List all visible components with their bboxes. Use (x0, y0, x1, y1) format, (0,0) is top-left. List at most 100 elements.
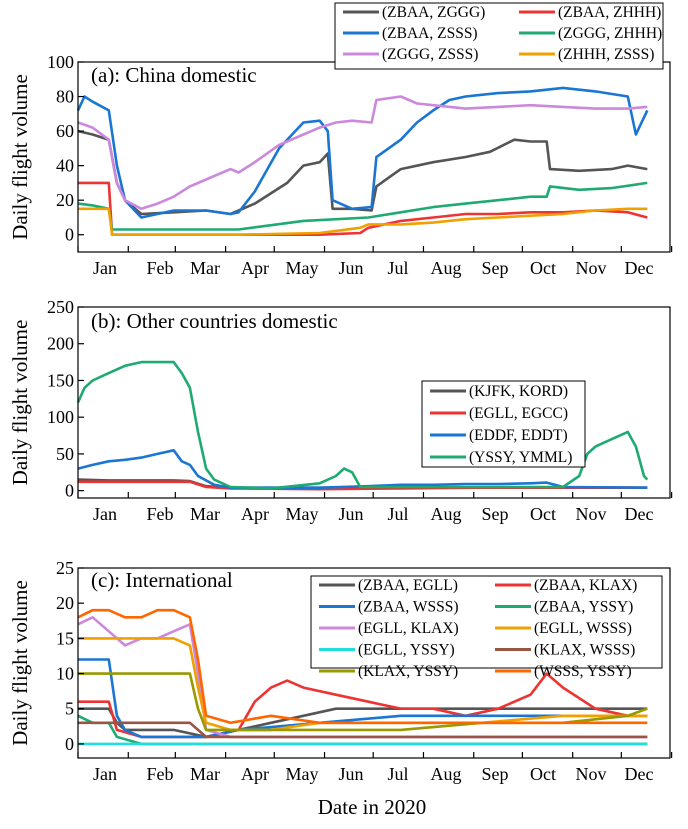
series-line-1-2 (77, 449, 648, 489)
x-tick-label-aug: Aug (431, 504, 462, 524)
legend: (KJFK, KORD) (EGLL, EGCC) (EDDF, EDDT) (YSS… (421, 380, 586, 468)
x-tick-label-apr: Apr (241, 258, 269, 278)
y-tick-label: 100 (47, 407, 74, 427)
x-tick-label-dec: Dec (625, 258, 654, 278)
x-tick-label-jan: Jan (93, 504, 117, 524)
legend-box (310, 575, 663, 669)
x-tick-label-feb: Feb (147, 258, 174, 278)
x-tick-label-mar: Mar (190, 764, 220, 784)
x-tick-label-oct: Oct (530, 258, 556, 278)
y-tick-label: 150 (47, 370, 74, 390)
series-line-2-0 (78, 707, 648, 739)
legend-label: (EGLL, YSSY) (358, 642, 455, 659)
series-line-2-7 (78, 721, 648, 739)
x-tick-label-sep: Sep (482, 504, 509, 524)
legend-label: (ZBAA, ZHHH) (558, 4, 661, 21)
legend-box (334, 2, 664, 70)
x-tick-label-feb: Feb (147, 504, 174, 524)
x-tick-label-jul: Jul (387, 504, 408, 524)
x-tick-label-sep: Sep (482, 764, 509, 784)
panel-title: (a): China domestic (91, 63, 257, 87)
panel-1: 0 50 100 150 200 250 Jan Feb Mar Apr May Jun Jul Aug S… (8, 297, 673, 524)
x-tick-label-may: May (286, 764, 319, 784)
x-tick-label-jul: Jul (387, 258, 408, 278)
legend-label: (ZBAA, YSSY) (534, 599, 633, 616)
y-axis-label: Daily flight volume (8, 74, 32, 240)
series-line-0-0 (77, 129, 648, 216)
legend-label: (KLAX, WSSS) (534, 642, 635, 659)
legend-label: (ZBAA, WSSS) (358, 599, 458, 616)
plot-frame (77, 567, 671, 759)
panel-0: 0 20 40 60 80 100 Jan Feb Mar Apr May Jun Jul Aug Sep O… (8, 2, 673, 278)
y-tick-label: 100 (47, 52, 74, 72)
panel-title: (c): International (91, 568, 233, 592)
x-tick-label-may: May (286, 504, 319, 524)
x-tick-label-aug: Aug (431, 258, 462, 278)
y-tick-label: 250 (47, 297, 74, 317)
x-tick-label-jan: Jan (93, 764, 117, 784)
y-tick-label: 40 (56, 156, 74, 176)
legend-label: (WSSS, YSSY) (534, 663, 632, 680)
legend-label: (ZGGG, ZHHH) (558, 25, 662, 42)
plot-frame (77, 306, 671, 499)
y-tick-label: 50 (56, 444, 74, 464)
legend-label: (EGLL, EGCC) (469, 405, 568, 422)
legend: (ZBAA, EGLL) (ZBAA, KLAX) (ZBAA, WSSS) (ZBA… (310, 575, 663, 680)
series-line-0-3 (77, 181, 648, 231)
legend-label: (KLAX, YSSY) (358, 663, 458, 680)
y-tick-label: 25 (56, 558, 74, 578)
x-tick-label-may: May (286, 258, 319, 278)
x-tick-label-jul: Jul (387, 764, 408, 784)
y-tick-label: 200 (47, 334, 74, 354)
x-tick-label-nov: Nov (576, 504, 607, 524)
x-tick-label-mar: Mar (190, 504, 220, 524)
x-tick-label-sep: Sep (482, 258, 509, 278)
x-tick-label-dec: Dec (625, 764, 654, 784)
y-tick-label: 10 (56, 664, 74, 684)
x-tick-label-dec: Dec (625, 504, 654, 524)
y-tick-label: 0 (65, 734, 74, 754)
legend-label: (KJFK, KORD) (469, 383, 568, 400)
panel-2: 0 5 10 15 20 25 Jan Feb Mar Apr May Jun Jul Aug Sep Oct… (8, 558, 673, 784)
panel-title: (b): Other countries domestic (91, 309, 338, 333)
y-tick-label: 20 (56, 190, 74, 210)
y-tick-label: 0 (65, 225, 74, 245)
legend-label: (ZBAA, EGLL) (358, 577, 458, 594)
x-tick-label-jun: Jun (338, 504, 363, 524)
legend-label: (ZBAA, ZGGG) (382, 4, 485, 21)
x-tick-label-apr: Apr (241, 504, 269, 524)
y-tick-label: 80 (56, 87, 74, 107)
x-tick-label-oct: Oct (530, 504, 556, 524)
legend-label: (ZHHH, ZSSS) (558, 46, 654, 63)
series-line-1-3 (76, 360, 649, 490)
x-tick-label-nov: Nov (576, 764, 607, 784)
legend-label: (EGLL, WSSS) (534, 620, 632, 637)
legend-label: (EDDF, EDDT) (469, 427, 568, 444)
legend-label: (ZGGG, ZSSS) (382, 46, 478, 63)
y-axis-label: Daily flight volume (8, 580, 32, 746)
y-tick-label: 0 (65, 481, 74, 501)
x-tick-label-mar: Mar (190, 258, 220, 278)
series-line-2-1 (78, 672, 648, 739)
x-tick-label-jan: Jan (93, 258, 117, 278)
y-tick-label: 5 (65, 699, 74, 719)
x-tick-label-apr: Apr (241, 764, 269, 784)
x-tick-label-oct: Oct (530, 764, 556, 784)
y-axis-label: Daily flight volume (8, 320, 32, 486)
legend-label: (EGLL, KLAX) (358, 620, 459, 637)
y-tick-label: 20 (56, 593, 74, 613)
series-line-0-5 (78, 207, 648, 236)
x-tick-label-jun: Jun (338, 764, 363, 784)
y-tick-label: 15 (56, 628, 74, 648)
x-tick-label-aug: Aug (431, 764, 462, 784)
legend-label: (ZBAA, ZSSS) (382, 25, 478, 42)
y-tick-label: 60 (56, 121, 74, 141)
legend-label: (ZBAA, KLAX) (534, 577, 637, 594)
legend-box (421, 380, 586, 468)
x-tick-label-nov: Nov (576, 258, 607, 278)
legend: (ZBAA, ZGGG) (ZBAA, ZHHH) (ZBAA, ZSSS) (ZGG… (334, 2, 664, 70)
x-tick-label-jun: Jun (338, 258, 363, 278)
legend-label: (YSSY, YMML) (469, 449, 572, 466)
series-line-0-4 (77, 95, 648, 211)
